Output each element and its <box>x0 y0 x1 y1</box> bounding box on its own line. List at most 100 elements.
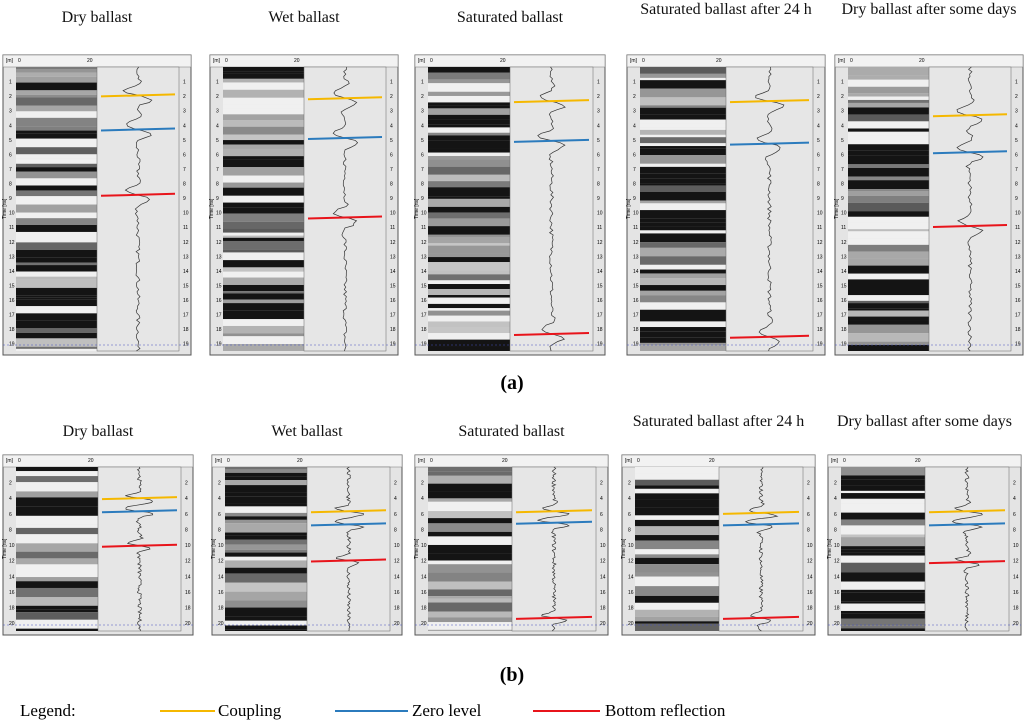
time-tick: 4 <box>1015 123 1018 129</box>
radargram-band <box>16 306 97 314</box>
time-tick: 12 <box>9 240 15 246</box>
radargram-band <box>428 564 512 573</box>
time-tick: 3 <box>216 109 219 115</box>
radargram-band <box>635 519 719 527</box>
radargram-band <box>848 155 929 165</box>
radargram-band <box>16 524 98 528</box>
panel-header <box>626 54 826 68</box>
radargram-band <box>16 212 97 219</box>
time-tick: 12 <box>597 240 603 246</box>
time-tick: 8 <box>421 527 424 533</box>
time-tick: 4 <box>841 123 844 129</box>
time-tick: 16 <box>628 590 634 596</box>
panel-header <box>414 454 609 468</box>
radargram-band <box>428 327 510 334</box>
time-tick: 4 <box>185 496 188 502</box>
trace <box>744 466 779 632</box>
radargram-band <box>848 244 929 252</box>
radargram-band <box>640 273 726 279</box>
radargram-band <box>635 467 719 474</box>
radargram-band <box>428 243 510 246</box>
radargram-band <box>635 473 719 480</box>
radargram-band <box>428 181 510 188</box>
radargram-band <box>428 79 510 84</box>
panel-title: Saturated ballast after 24 h <box>632 413 805 430</box>
reflection-marker <box>932 150 1008 155</box>
top-tick: 20 <box>297 458 303 464</box>
radargram-band <box>223 235 304 238</box>
time-tick: 12 <box>421 240 427 246</box>
radargram-band <box>848 216 929 223</box>
time-tick: 12 <box>390 240 396 246</box>
radargram-band <box>428 187 510 197</box>
time-tick: 14 <box>600 574 606 580</box>
time-axis-label: Time [ns] <box>621 538 627 559</box>
time-tick: 4 <box>394 496 397 502</box>
radargram-band <box>428 310 510 316</box>
trace <box>951 466 983 632</box>
radargram-band <box>223 277 304 285</box>
radargram-band <box>16 138 97 148</box>
radargram-band <box>635 526 719 536</box>
radargram-band <box>848 295 929 301</box>
radargram-band <box>640 123 726 128</box>
radargram-band <box>640 154 726 164</box>
time-tick: 6 <box>185 512 188 518</box>
reflection-marker <box>722 615 800 620</box>
radargram-band <box>848 135 929 145</box>
radargram-band <box>635 602 719 610</box>
radargram-band <box>225 569 307 574</box>
radargram-band <box>225 496 307 504</box>
radargram-band <box>16 262 97 266</box>
radargram-band <box>635 621 719 624</box>
radargram-band <box>16 231 97 239</box>
trace <box>956 66 984 352</box>
reflection-marker <box>932 113 1008 118</box>
time-tick: 9 <box>9 196 12 202</box>
radargram-band <box>428 135 510 141</box>
reflection-marker <box>515 520 593 525</box>
time-tick: 3 <box>390 109 393 115</box>
radargram-band <box>16 527 98 535</box>
legend-item: Bottom reflection <box>605 701 726 720</box>
time-tick: 4 <box>597 123 600 129</box>
time-axis-label: Time [ns] <box>2 198 8 219</box>
radargram-band <box>223 148 304 157</box>
radargram-band <box>428 83 510 92</box>
radargram-band <box>640 77 726 81</box>
radargram-band <box>635 479 719 486</box>
time-tick: 20 <box>185 621 191 627</box>
radargram-band <box>640 119 726 124</box>
radargram-band <box>16 196 97 205</box>
radargram-band <box>428 333 510 340</box>
radargram-band <box>428 581 512 590</box>
time-tick: 11 <box>1015 225 1020 231</box>
radargram-band <box>223 221 304 229</box>
radargram-band <box>635 549 719 555</box>
time-tick: 10 <box>597 211 603 217</box>
radargram-band <box>428 284 510 290</box>
time-tick: 16 <box>597 298 603 304</box>
time-tick: 7 <box>817 167 820 173</box>
panel-header <box>209 54 399 68</box>
radargram-band <box>848 202 929 212</box>
radargram-band <box>16 76 97 83</box>
radargram-band <box>225 523 307 533</box>
time-tick: 16 <box>218 590 224 596</box>
unit-label: [m] <box>630 58 638 64</box>
radargram-band <box>640 97 726 106</box>
time-tick: 2 <box>183 94 186 100</box>
radargram-band <box>635 507 719 516</box>
radargram-band <box>848 191 929 196</box>
trace <box>537 466 570 632</box>
radargram-band <box>225 469 307 473</box>
radargram-band <box>848 211 929 217</box>
radargram-band <box>640 183 726 186</box>
radargram-band <box>225 629 307 631</box>
radargram-band <box>428 159 510 167</box>
time-tick: 1 <box>1015 80 1018 86</box>
radargram-band <box>225 472 307 477</box>
radargram-band <box>223 89 304 98</box>
time-tick: 14 <box>9 574 15 580</box>
time-tick: 5 <box>817 138 820 144</box>
